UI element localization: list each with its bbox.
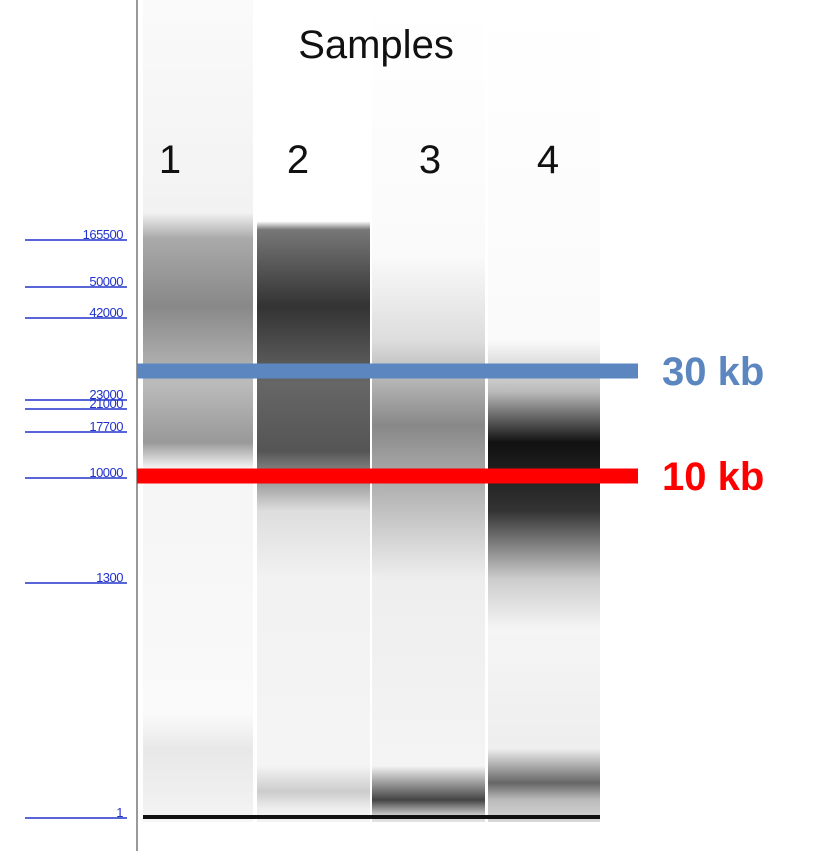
lane-label: 3	[419, 138, 441, 182]
ladder-label: 17700	[89, 419, 123, 434]
lane-1	[143, 0, 253, 822]
marker-label: 30 kb	[662, 350, 764, 394]
ladder-label: 42000	[89, 305, 123, 320]
lane-labels: 1 2 3 4	[159, 138, 559, 182]
ladder-label: 50000	[89, 274, 123, 289]
lane-label: 4	[537, 138, 559, 182]
ladder-label: 1300	[96, 570, 123, 585]
bottom-band	[143, 815, 600, 819]
ladder-label: 165500	[83, 227, 124, 242]
marker-label: 10 kb	[662, 455, 764, 499]
lane-label: 1	[159, 138, 181, 182]
size-markers: 30 kb 10 kb	[137, 350, 764, 499]
lane-4	[488, 0, 600, 822]
ladder-label: 1	[116, 805, 123, 820]
lane-label: 2	[287, 138, 309, 182]
lane-2	[257, 0, 370, 822]
ladder-label: 23000	[89, 387, 123, 402]
ladder-label: 10000	[89, 465, 123, 480]
ladder-label: 21000	[89, 396, 123, 411]
title: Samples	[298, 23, 454, 67]
lane-3	[372, 0, 485, 822]
